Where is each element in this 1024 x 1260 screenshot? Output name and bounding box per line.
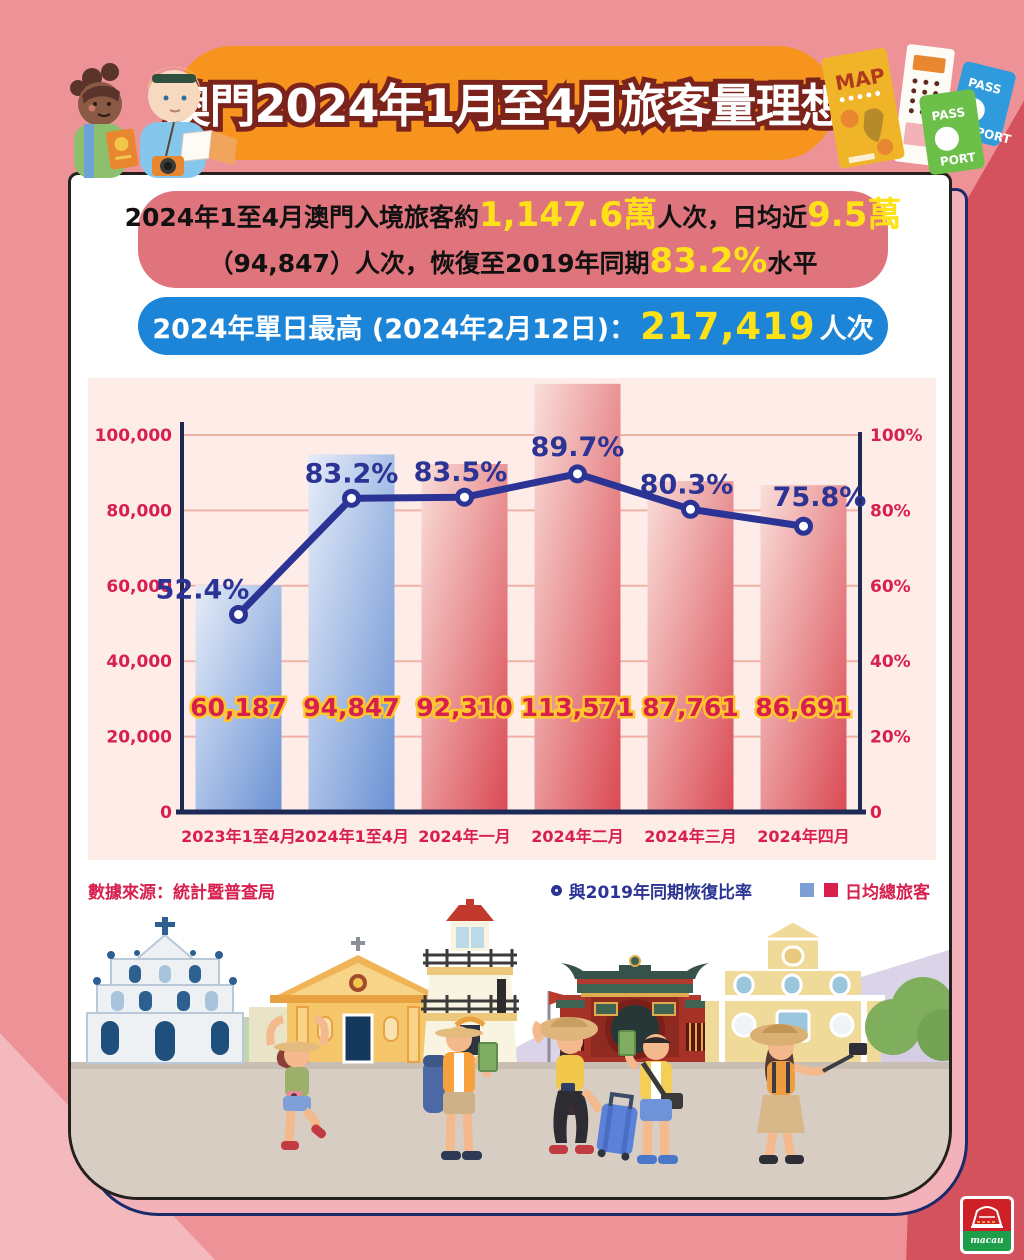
main-card: 2024年1至4月澳門入境旅客約1,147.6萬人次，日均近9.5萬 （94,8… [68,172,952,1200]
line-marker-icon [550,884,562,896]
line-marker [455,487,474,507]
peak-day-prefix: 2024年單日最高 (2024年2月12日)： [152,313,637,345]
passport-pass-label: PASS [931,105,966,124]
bar-4 [647,481,734,812]
text-segment: 2024年1至4月澳門入境旅客約 [124,203,479,232]
macau-logo-text: macau [970,1236,1004,1246]
tourists-illustration [70,63,238,178]
x-category-label: 2024年1至4月 [294,827,409,846]
x-category-label: 2024年一月 [418,827,511,846]
yellow-chapel [270,937,446,1064]
suitcase [596,1091,638,1161]
bar-value-label: 60,187 [190,693,286,722]
text-segment: 水平 [767,249,818,278]
summary-line-2: （94,847）人次，恢復至2019年同期83.2%水平 [208,240,817,285]
right-tick: 40% [870,652,911,672]
bar-value-label: 86,691 [755,693,851,722]
bar-value-label: 92,310 [416,693,512,722]
bar-value-label: 113,571 [521,693,635,722]
blue-bar-swatch-icon [800,883,814,897]
peak-day-box: 2024年單日最高 (2024年2月12日)： 217,419 人次 [138,297,888,355]
legend-line-label: 與2019年同期恢復比率 [568,882,752,903]
tourist-right-figure [140,66,238,178]
title-banner: 澳門2024年1月至4月旅客量理想 澳門2024年1月至4月旅客量理想 [159,46,852,160]
data-source-label: 數據來源：統計暨普查局 [88,882,275,903]
tourist-selfie-woman [750,1024,867,1164]
left-tick: 60,000 [106,577,172,597]
line-marker [568,464,587,484]
tourist-backpacker [423,1026,498,1160]
legend-row: 數據來源：統計暨普查局 與2019年同期恢復比率 日均總旅客 [88,877,936,903]
bar-value-label: 94,847 [303,693,399,722]
bar-1 [308,454,395,812]
line-value-label: 80.3% [640,469,734,500]
page-title: 澳門2024年1月至4月旅客量理想 澳門2024年1月至4月旅客量理想 [159,70,851,138]
line-marker [794,516,813,536]
x-category-label: 2024年四月 [757,827,850,846]
recovery-line [235,470,805,617]
summary-box: 2024年1至4月澳門入境旅客約1,147.6萬人次，日均近9.5萬 （94,8… [125,191,901,288]
highlight-value: 9.5萬 [807,195,902,235]
ground-edge [71,1062,949,1069]
macau-logo-emblem [963,1199,1011,1231]
legend-item-bars: 日均總旅客 [800,878,930,903]
tourist-left-figure [70,63,139,178]
red-bar-swatch-icon [824,883,838,897]
bar-2 [421,463,508,812]
left-tick: 80,000 [106,501,172,521]
line-value-label: 52.4% [156,574,250,605]
line-value-label: 89.7% [531,432,625,463]
right-tick: 80% [870,501,911,521]
line-marker [681,499,700,519]
legend-items: 與2019年同期恢復比率 日均總旅客 [550,878,936,903]
line-value-label: 83.2% [305,458,399,489]
right-tick: 60% [870,577,911,597]
legend-item-line: 與2019年同期恢復比率 [550,878,752,903]
line-marker [342,488,361,508]
highlight-value: 1,147.6萬 [479,195,658,235]
left-tick: 100,000 [95,426,173,446]
left-tick: 40,000 [106,652,172,672]
left-tick: 0 [160,803,172,823]
ground [71,1062,949,1197]
line-value-label: 83.5% [414,457,508,488]
right-tick: 0 [870,803,882,823]
x-category-label: 2024年三月 [644,827,737,846]
macau-logo: macau [960,1196,1014,1254]
page-title-text: 澳門2024年1月至4月旅客量理想 [164,79,846,133]
peak-day-value: 217,419 [640,304,816,348]
bar-5 [760,485,847,812]
peak-day-suffix: 人次 [819,313,874,345]
visitor-chart: 100,000 80,000 60,000 40,000 20,000 0 100% 80% 6… [88,378,936,860]
text-segment: （94,847）人次，恢復至2019年同期 [208,249,650,278]
bushes [865,977,949,1061]
x-category-label: 2023年1至4月 [181,827,296,846]
x-category-label: 2024年二月 [531,827,624,846]
highlight-value: 83.2% [649,241,768,281]
bar-value-label: 87,761 [642,693,738,722]
chart-svg: 100,000 80,000 60,000 40,000 20,000 0 100% 80% 6… [95,383,923,846]
passport-green-icon: PASS PORT [919,89,985,175]
macau-skyline-illustration [71,899,949,1197]
text-segment: 人次，日均近 [657,203,808,232]
tourist-map-man [618,1030,683,1164]
bar-3 [534,383,621,812]
line-value-label: 75.8% [773,482,867,513]
tourist-suitcase-woman [532,1017,638,1161]
line-marker [229,604,248,624]
legend-bar-label: 日均總旅客 [845,882,930,903]
left-tick: 20,000 [106,728,172,748]
tourist-jumping-girl [266,1015,329,1150]
right-tick: 20% [870,728,911,748]
right-tick: 100% [870,426,923,446]
st-pauls-ruins [86,917,267,1064]
travel-items-illustration: MAP PASS PORT PASS PORT [821,44,1016,175]
summary-line-1: 2024年1至4月澳門入境旅客約1,147.6萬人次，日均近9.5萬 [125,194,902,239]
page-title-outline: 澳門2024年1月至4月旅客量理想 [159,74,851,138]
passport-port-label: PORT [939,150,977,169]
map-booklet-icon: MAP [821,48,905,169]
